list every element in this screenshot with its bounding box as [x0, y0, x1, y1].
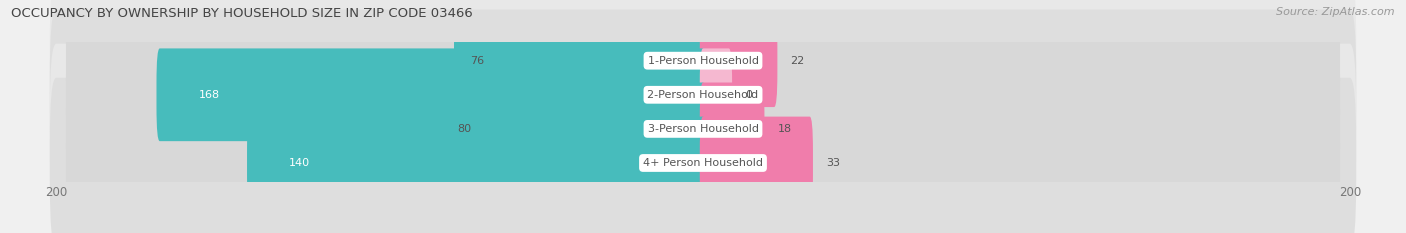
- Text: 1-Person Household: 1-Person Household: [648, 56, 758, 66]
- FancyBboxPatch shape: [49, 78, 1357, 233]
- Text: 140: 140: [290, 158, 311, 168]
- FancyBboxPatch shape: [247, 116, 706, 209]
- Text: 33: 33: [825, 158, 839, 168]
- Text: 3-Person Household: 3-Person Household: [648, 124, 758, 134]
- FancyBboxPatch shape: [700, 48, 1340, 141]
- FancyBboxPatch shape: [49, 44, 1357, 214]
- FancyBboxPatch shape: [66, 82, 706, 175]
- Text: 22: 22: [790, 56, 804, 66]
- FancyBboxPatch shape: [66, 14, 706, 107]
- FancyBboxPatch shape: [49, 0, 1357, 146]
- Text: 0: 0: [745, 90, 752, 100]
- Text: 80: 80: [457, 124, 471, 134]
- FancyBboxPatch shape: [66, 48, 706, 141]
- Text: 4+ Person Household: 4+ Person Household: [643, 158, 763, 168]
- FancyBboxPatch shape: [700, 116, 813, 209]
- FancyBboxPatch shape: [49, 10, 1357, 180]
- FancyBboxPatch shape: [700, 82, 1340, 175]
- Text: Source: ZipAtlas.com: Source: ZipAtlas.com: [1277, 7, 1395, 17]
- Text: OCCUPANCY BY OWNERSHIP BY HOUSEHOLD SIZE IN ZIP CODE 03466: OCCUPANCY BY OWNERSHIP BY HOUSEHOLD SIZE…: [11, 7, 472, 20]
- Text: 2-Person Household: 2-Person Household: [647, 90, 759, 100]
- Text: 168: 168: [198, 90, 219, 100]
- FancyBboxPatch shape: [156, 48, 706, 141]
- FancyBboxPatch shape: [700, 14, 778, 107]
- FancyBboxPatch shape: [700, 116, 1340, 209]
- FancyBboxPatch shape: [454, 14, 706, 107]
- FancyBboxPatch shape: [441, 82, 706, 175]
- FancyBboxPatch shape: [700, 48, 733, 141]
- FancyBboxPatch shape: [66, 116, 706, 209]
- FancyBboxPatch shape: [700, 14, 1340, 107]
- Text: 76: 76: [470, 56, 484, 66]
- Text: 18: 18: [778, 124, 792, 134]
- FancyBboxPatch shape: [700, 82, 765, 175]
